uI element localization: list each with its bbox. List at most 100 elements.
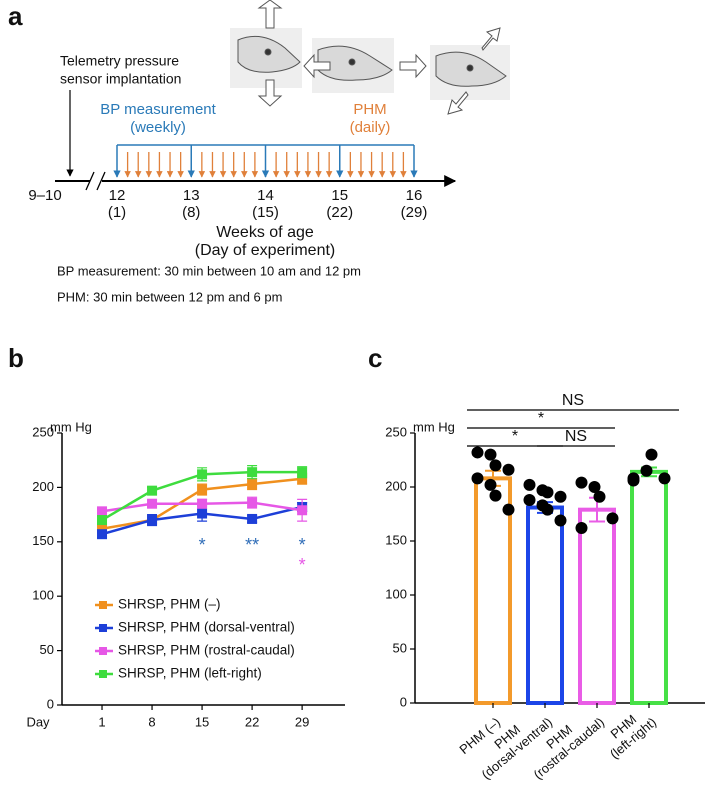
data-point [523,478,536,491]
x-tick-label: 15 [195,714,209,729]
axis-break [85,171,95,191]
data-point [640,464,653,477]
y-tick-label: 150 [32,533,54,548]
y-tick-label: 100 [32,588,54,603]
y-tick-label: 200 [32,479,54,494]
day-label: (15) [252,204,279,221]
legend-marker [99,670,107,678]
marker [247,467,258,478]
panel-label: b [8,343,24,373]
data-point [484,448,497,461]
axis-break [96,171,106,191]
bp-label: BP measurement [100,101,216,118]
y-tick-label: 250 [32,424,54,439]
week-label: 14 [257,187,274,204]
data-point [502,463,515,476]
legend-marker [99,624,107,632]
implant-label: Telemetry pressure [60,53,179,69]
marker [247,513,258,524]
data-point [471,446,484,459]
y-tick-label: 50 [40,642,54,657]
y-tick-label: 0 [400,694,407,709]
data-point [554,514,567,527]
marker [97,506,108,517]
legend-marker [99,647,107,655]
y-axis-label: mm Hg [50,419,92,434]
data-point [575,522,588,535]
legend-label: SHRSP, PHM (left-right) [118,666,262,681]
note: PHM: 30 min between 12 pm and 6 pm [57,289,282,304]
day-label: (8) [182,204,200,221]
data-point [645,448,658,461]
marker [147,515,158,526]
data-point [658,472,671,485]
x-tick-label: 8 [148,714,155,729]
start-label: 9–10 [28,187,61,204]
panel-label: a [8,1,23,31]
comparison-label: NS [565,428,587,445]
marker [147,498,158,509]
note: BP measurement: 30 min between 10 am and… [57,263,361,278]
data-point [593,490,606,503]
y-tick-label: 150 [385,532,407,547]
y-tick-label: 50 [393,640,407,655]
bar [578,507,616,705]
marker [97,515,108,526]
significance: ** [245,535,259,555]
marker [97,529,108,540]
marker [197,508,208,519]
y-tick-label: 0 [47,696,54,711]
comparison-label: NS [562,392,584,409]
panel-label: c [368,343,382,373]
marker [147,485,158,496]
significance: * [299,535,306,555]
phm-label: (daily) [350,119,391,136]
legend-label: SHRSP, PHM (–) [118,597,221,612]
data-point [606,512,619,525]
phm-label: PHM [353,101,386,118]
y-tick-label: 250 [385,424,407,439]
animal-illustrations [230,0,510,115]
comparison-label: * [512,428,518,445]
bar [630,469,668,705]
bp-label: (weekly) [130,119,186,136]
significance: * [299,555,306,575]
x-tick-label: 29 [295,714,309,729]
data-point [588,481,601,493]
week-label: 13 [183,187,200,204]
data-point [484,478,497,491]
day-label: (1) [108,204,126,221]
data-point [627,474,640,487]
legend-label: SHRSP, PHM (dorsal-ventral) [118,620,295,635]
marker [247,479,258,490]
axis-title: (Day of experiment) [195,242,336,259]
data-point [471,472,484,485]
x-tick-label: PHM(left-right) [607,712,659,762]
marker [197,498,208,509]
marker [297,473,308,484]
data-point [541,486,554,499]
x-tick-label: 1 [98,714,105,729]
data-point [575,476,588,489]
legend-label: SHRSP, PHM (rostral-caudal) [118,643,295,658]
legend-marker [99,601,107,609]
comparison-label: * [538,410,544,427]
data-point [502,503,515,516]
data-point [489,489,502,502]
week-label: 16 [406,187,423,204]
y-tick-label: 100 [385,586,407,601]
data-point [523,493,536,506]
marker [297,505,308,516]
marker [197,469,208,480]
bar [526,505,564,705]
data-point [554,490,567,503]
marker [297,467,308,478]
significance: * [199,535,206,555]
axis-break [90,172,102,190]
axis-title: Weeks of age [216,224,314,241]
y-axis-label: mm Hg [413,419,455,434]
x-tick-label: 22 [245,714,259,729]
data-point [541,503,554,516]
data-point [489,459,502,472]
